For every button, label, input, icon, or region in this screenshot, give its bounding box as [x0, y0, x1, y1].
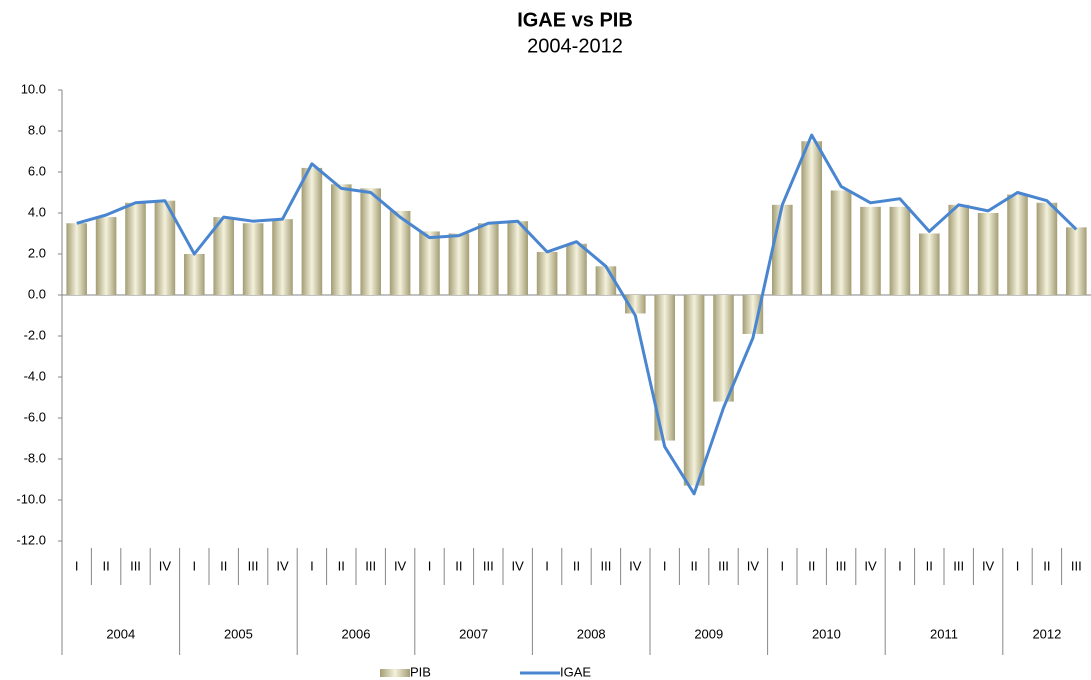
bar — [948, 204, 969, 295]
year-label: 2007 — [459, 626, 488, 641]
bar — [830, 190, 852, 295]
x-tick-label: IV — [629, 558, 642, 573]
x-tick-label: II — [690, 558, 697, 573]
x-tick-label: II — [926, 558, 933, 573]
x-tick-label: IV — [982, 558, 995, 573]
bar — [184, 254, 205, 295]
x-tick-label: I — [545, 558, 549, 573]
bar — [360, 188, 381, 295]
y-tick-label: 0.0 — [28, 286, 46, 301]
year-label: 2005 — [224, 626, 253, 641]
bar — [242, 223, 264, 295]
line — [76, 133, 1078, 496]
x-tick-label: II — [573, 558, 580, 573]
x-tick-label: III — [248, 558, 259, 573]
x-tick-label: III — [483, 558, 494, 573]
year-label: 2006 — [342, 626, 371, 641]
bar — [1007, 194, 1028, 295]
year-label: 2009 — [694, 626, 723, 641]
y-tick-label: -4.0 — [24, 368, 46, 383]
year-label: 2012 — [1032, 626, 1061, 641]
year-label: 2010 — [812, 626, 841, 641]
x-tick-label: III — [130, 558, 141, 573]
x-tick-label: III — [836, 558, 847, 573]
x-tick-label: II — [338, 558, 345, 573]
bar — [331, 184, 352, 295]
bar — [507, 221, 528, 295]
bar — [154, 200, 176, 295]
x-tick-label: III — [600, 558, 611, 573]
bar — [566, 243, 587, 295]
bar — [889, 206, 911, 295]
x-tick-label: II — [808, 558, 815, 573]
bar — [125, 202, 146, 295]
x-tick-label: II — [102, 558, 109, 573]
x-tick-label: I — [192, 558, 196, 573]
y-tick-label: -6.0 — [24, 409, 46, 424]
y-tick-label: 4.0 — [28, 204, 46, 219]
x-tick-label: II — [1043, 558, 1050, 573]
legend-label: IGAE — [560, 664, 591, 679]
y-tick-label: 2.0 — [28, 245, 46, 260]
x-tick-label: I — [663, 558, 667, 573]
x-tick-label: I — [75, 558, 79, 573]
y-tick-label: 6.0 — [28, 163, 46, 178]
bar — [742, 295, 764, 334]
bar — [478, 223, 499, 295]
bar — [272, 219, 293, 295]
bar — [66, 223, 87, 295]
x-tick-label: IV — [394, 558, 407, 573]
x-tick-label: III — [718, 558, 729, 573]
bar — [1036, 202, 1058, 295]
year-label: 2008 — [577, 626, 606, 641]
y-tick-label: -2.0 — [24, 327, 46, 342]
legend-swatch — [380, 669, 410, 677]
bar — [772, 204, 793, 295]
x-tick-label: I — [310, 558, 314, 573]
x-tick-label: II — [220, 558, 227, 573]
bar — [654, 295, 675, 441]
y-tick-label: -12.0 — [16, 532, 46, 547]
bar — [919, 233, 940, 295]
x-tick-label: III — [1071, 558, 1082, 573]
chart-title: IGAE vs PIB — [517, 9, 633, 31]
bar — [301, 167, 323, 295]
y-tick-label: 8.0 — [28, 122, 46, 137]
y-tick-label: -10.0 — [16, 491, 46, 506]
year-label: 2004 — [106, 626, 135, 641]
x-tick-label: I — [428, 558, 432, 573]
x-tick-label: II — [455, 558, 462, 573]
x-tick-label: III — [953, 558, 964, 573]
x-tick-label: I — [1016, 558, 1020, 573]
x-tick-label: I — [780, 558, 784, 573]
bar — [536, 251, 558, 295]
bar — [389, 210, 411, 295]
y-tick-label: 10.0 — [21, 81, 46, 96]
x-tick-label: IV — [747, 558, 760, 573]
year-label: 2011 — [930, 626, 958, 641]
x-tick-label: IV — [276, 558, 289, 573]
chart-subtitle: 2004-2012 — [527, 35, 623, 57]
bar — [977, 213, 999, 295]
bar — [419, 231, 440, 295]
y-tick-label: -8.0 — [24, 450, 46, 465]
bar — [801, 141, 822, 295]
legend-label: PIB — [410, 664, 431, 679]
bar — [860, 206, 881, 295]
x-tick-label: IV — [864, 558, 877, 573]
x-tick-label: IV — [512, 558, 525, 573]
x-tick-label: I — [898, 558, 902, 573]
bar — [713, 295, 734, 402]
bar — [448, 233, 470, 295]
bar — [95, 217, 117, 295]
x-tick-label: III — [365, 558, 376, 573]
bar — [213, 217, 234, 295]
x-tick-label: IV — [159, 558, 172, 573]
bar — [683, 295, 705, 486]
bar — [1066, 227, 1087, 295]
